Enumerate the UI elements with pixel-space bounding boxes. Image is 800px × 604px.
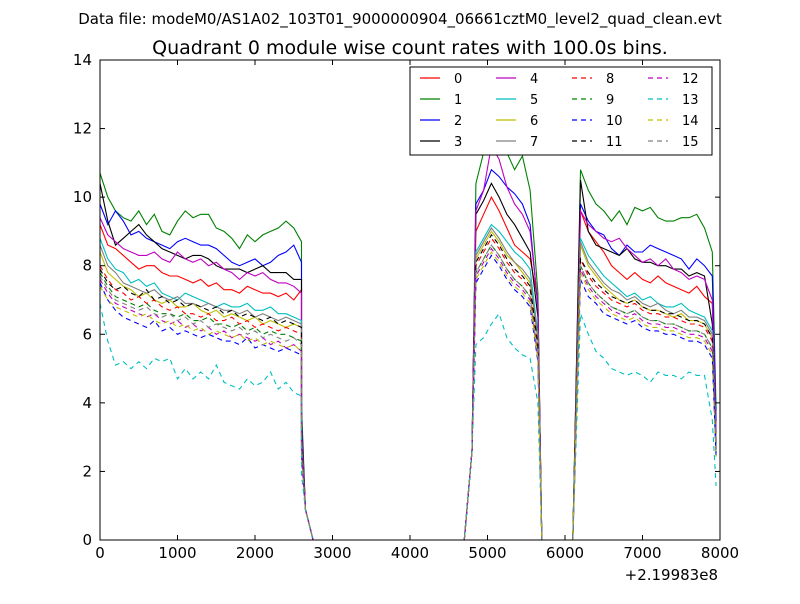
x-tick-label: 4000 [391,544,429,562]
legend-label-11: 11 [606,135,623,150]
x-tick-label: 2000 [236,544,274,562]
x-tick-label: 7000 [623,544,661,562]
legend-label-6: 6 [530,114,538,129]
legend-label-15: 15 [682,135,699,150]
y-tick-label: 10 [73,188,92,206]
series-line-2 [99,168,717,541]
series-line-7 [99,226,717,541]
series-line-5 [99,223,717,541]
legend-label-1: 1 [454,93,462,108]
series-line-14 [99,250,717,541]
x-tick-label: 5000 [468,544,506,562]
legend-label-3: 3 [454,135,462,150]
legend-label-13: 13 [682,93,699,108]
legend-label-9: 9 [606,93,614,108]
series-line-12 [99,247,717,541]
x-tick-label: 1000 [158,544,196,562]
legend-box [409,66,713,156]
y-tick-label: 2 [82,462,92,480]
x-tick-label: 0 [95,544,105,562]
legend-label-7: 7 [530,135,538,150]
series-line-4 [99,144,717,541]
x-offset-label: +2.19983e8 [625,566,718,584]
series-line-8 [99,237,717,541]
y-tick-label: 0 [82,531,92,549]
legend-label-8: 8 [606,72,614,87]
axis-ticks: 0 1000 2000 3000 4000 5000 6000 7000 80000246810… [73,51,739,562]
series-line-1 [99,111,717,541]
legend-label-5: 5 [530,93,538,108]
x-tick-label: 6000 [546,544,584,562]
legend-label-10: 10 [606,114,623,129]
chart-title: Quadrant 0 module wise count rates with … [152,37,668,59]
y-tick-label: 4 [82,394,92,412]
x-tick-label: 8000 [701,544,739,562]
data-file-label: Data file: modeM0/AS1A02_103T01_90000009… [78,10,722,29]
series-line-10 [99,254,717,541]
series-line-3 [99,179,717,541]
x-tick-label: 3000 [313,544,351,562]
legend-label-0: 0 [454,72,462,87]
legend-label-4: 4 [530,72,538,87]
series-line-11 [99,233,717,541]
series-line-6 [99,230,717,541]
plot-lines [99,111,717,541]
legend-label-14: 14 [682,114,699,129]
series-line-13 [99,303,717,541]
y-tick-label: 8 [82,257,92,275]
series-line-9 [99,244,717,541]
y-tick-label: 14 [73,51,92,69]
series-line-0 [99,195,717,541]
y-tick-label: 12 [73,120,92,138]
legend-label-2: 2 [454,114,462,129]
legend-label-12: 12 [682,72,699,87]
y-tick-label: 6 [82,325,92,343]
series-line-15 [99,244,717,541]
